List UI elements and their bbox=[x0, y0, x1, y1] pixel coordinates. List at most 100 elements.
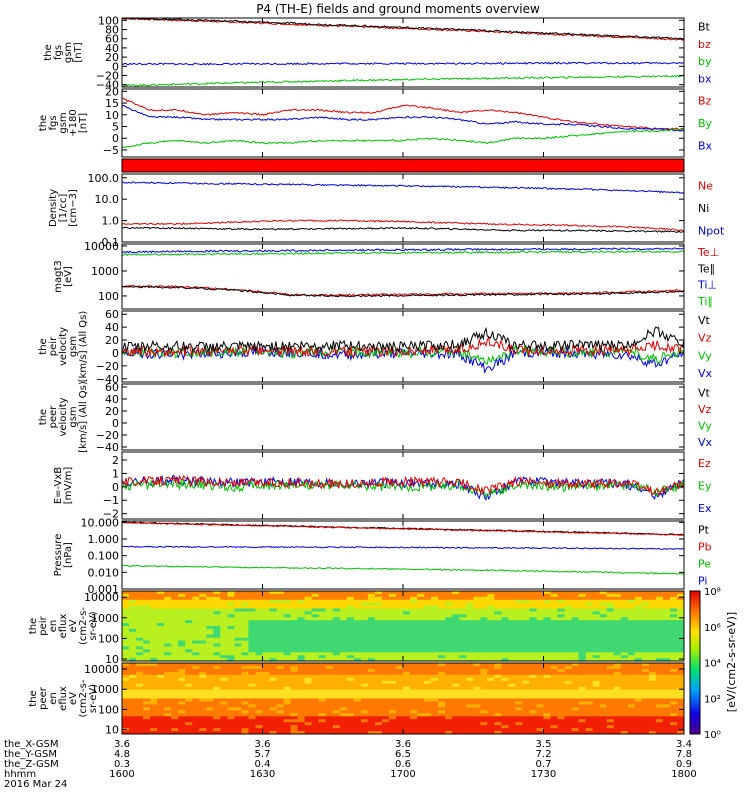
spectrogram-cell bbox=[381, 605, 390, 610]
spectrogram-cell bbox=[445, 605, 453, 610]
spectrogram-cell bbox=[627, 716, 636, 720]
spectrogram-cell bbox=[143, 731, 151, 734]
spectrogram-cell bbox=[178, 666, 186, 670]
spectrogram-cell bbox=[655, 593, 664, 598]
spectrogram-cell bbox=[325, 611, 334, 615]
legend-entry: bx bbox=[698, 72, 712, 85]
spectrogram-cell bbox=[234, 591, 242, 595]
orbit-row-label: the_Z-GSM bbox=[4, 759, 59, 770]
spectrogram-cell bbox=[592, 701, 601, 706]
spectrogram-cell bbox=[150, 707, 158, 711]
spectrogram-cell bbox=[171, 646, 179, 650]
spectrogram-cell bbox=[346, 710, 355, 714]
spectrogram-cell bbox=[241, 686, 249, 691]
spectrogram-cell bbox=[290, 698, 299, 703]
spectrogram-cell bbox=[634, 593, 643, 598]
spectrogram-cell bbox=[466, 710, 474, 714]
spectrogram-cell bbox=[529, 695, 538, 700]
spectrogram-cell bbox=[648, 655, 657, 659]
spectrogram-cell bbox=[599, 707, 608, 711]
spectrogram-cell bbox=[613, 605, 622, 610]
spectrogram-cell bbox=[508, 668, 516, 673]
spectrogram-cell bbox=[515, 646, 523, 650]
spectrogram-cell bbox=[388, 643, 397, 647]
spectrogram-cell bbox=[578, 614, 587, 618]
spectrogram-cell bbox=[248, 666, 256, 670]
spectrogram-cell bbox=[431, 599, 439, 604]
spectrogram-cell bbox=[325, 655, 334, 659]
spectrogram-cell bbox=[396, 698, 404, 703]
spectrogram-cell bbox=[522, 599, 530, 604]
spectrogram-cell bbox=[192, 689, 200, 694]
spectrogram-cell bbox=[634, 637, 643, 642]
spectrogram-cell bbox=[150, 704, 158, 708]
spectrogram-cell bbox=[269, 701, 278, 706]
spectrogram-cell bbox=[424, 716, 432, 720]
spectrogram-cell bbox=[536, 666, 545, 670]
spectrogram-cell bbox=[346, 658, 355, 661]
spectrogram-cell bbox=[206, 608, 214, 612]
spectrogram-cell bbox=[655, 671, 664, 676]
spectrogram-cell bbox=[592, 683, 601, 688]
spectrogram-cell bbox=[388, 719, 397, 723]
spectrogram-cell bbox=[241, 677, 249, 682]
spectrogram-cell bbox=[150, 626, 158, 630]
spectrogram-cell bbox=[339, 617, 348, 621]
spectrogram-cell bbox=[276, 683, 285, 688]
spectrogram-cell bbox=[220, 668, 228, 673]
spectrogram-cell bbox=[662, 698, 671, 703]
spectrogram-cell bbox=[234, 671, 242, 676]
spectrogram-cell bbox=[445, 666, 453, 670]
spectrogram-cell bbox=[178, 707, 186, 711]
spectrogram-cell bbox=[564, 596, 573, 601]
spectrogram-cell bbox=[438, 731, 446, 734]
spectrogram-cell bbox=[578, 725, 587, 729]
spectrogram-cell bbox=[227, 623, 235, 627]
y-tick-label: 2 bbox=[112, 454, 119, 467]
spectrogram-cell bbox=[150, 611, 158, 615]
spectrogram-cell bbox=[438, 637, 446, 642]
spectrogram-cell bbox=[143, 626, 151, 630]
spectrogram-cell bbox=[353, 713, 362, 717]
spectrogram-cell bbox=[164, 710, 172, 714]
spectrogram-cell bbox=[374, 710, 383, 714]
spectrogram-cell bbox=[501, 658, 509, 661]
spectrogram-cell bbox=[501, 649, 509, 653]
spectrogram-cell bbox=[136, 623, 144, 627]
spectrogram-cell bbox=[276, 713, 285, 717]
spectrogram-cell bbox=[606, 591, 615, 595]
spectrogram-cell bbox=[381, 626, 390, 630]
spectrogram-cell bbox=[431, 689, 439, 694]
spectrogram-cell bbox=[136, 655, 144, 659]
spectrogram-cell bbox=[129, 626, 137, 630]
spectrogram-cell bbox=[220, 649, 228, 653]
spectrogram-cell bbox=[424, 689, 432, 694]
spectrogram-cell bbox=[677, 596, 684, 601]
spectrogram-cell bbox=[269, 593, 278, 598]
spectrogram-cell bbox=[445, 649, 453, 653]
spectrogram-cell bbox=[283, 713, 292, 717]
spectrogram-cell bbox=[339, 649, 348, 653]
spectrogram-cell bbox=[564, 710, 573, 714]
spectrogram-cell bbox=[297, 652, 306, 656]
spectrogram-cell bbox=[557, 649, 566, 653]
spectrogram-cell bbox=[445, 637, 453, 642]
spectrogram-cell bbox=[157, 614, 165, 618]
spectrogram-cell bbox=[438, 692, 446, 697]
spectrogram-cell bbox=[557, 617, 566, 621]
spectrogram-cell bbox=[487, 704, 495, 708]
spectrogram-cell bbox=[122, 689, 130, 694]
spectrogram-cell bbox=[381, 666, 390, 670]
spectrogram-cell bbox=[311, 677, 320, 682]
spectrogram-cell bbox=[431, 655, 439, 659]
spectrogram-cell bbox=[459, 596, 467, 601]
spectrogram-cell bbox=[403, 608, 411, 612]
spectrogram-cell bbox=[543, 614, 552, 618]
spectrogram-cell bbox=[585, 614, 594, 618]
spectrogram-cell bbox=[431, 698, 439, 703]
spectrogram-cell bbox=[143, 617, 151, 621]
spectrogram-cell bbox=[501, 704, 509, 708]
spectrogram-cell bbox=[129, 614, 137, 618]
spectrogram-cell bbox=[346, 689, 355, 694]
spectrogram-cell bbox=[234, 692, 242, 697]
